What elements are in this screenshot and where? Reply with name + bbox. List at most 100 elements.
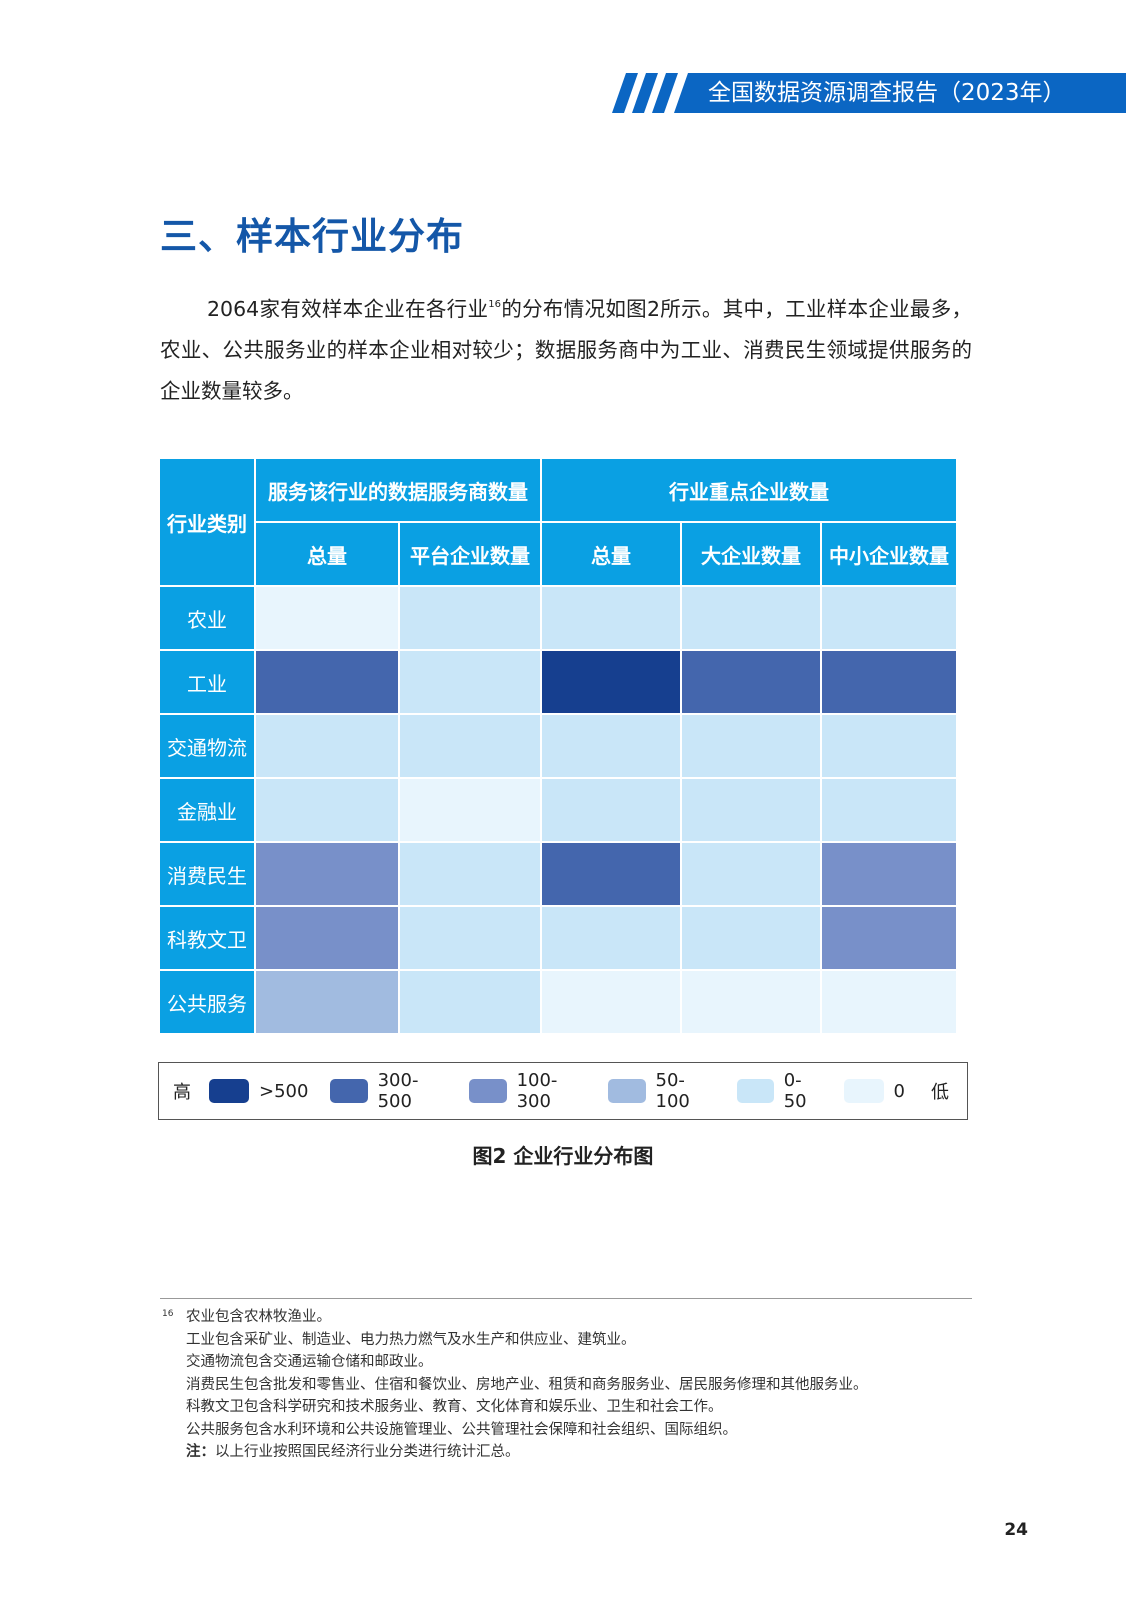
heatmap-cell-key-total <box>540 969 682 1035</box>
legend-label: 100-300 <box>516 1070 558 1112</box>
heatmap-body: 农业 工业 交通物流 金融业 消费民生 科教文卫 公共服务 <box>158 585 958 1035</box>
heatmap-cell-key-total <box>540 649 682 715</box>
table-row: 消费民生 <box>158 841 958 907</box>
banner-bar <box>674 73 1126 113</box>
legend-swatch <box>608 1079 646 1103</box>
heatmap-cell-platform-count <box>398 969 542 1035</box>
col-header-large-enterprise: 大企业数量 <box>680 521 822 587</box>
industry-heatmap-table: 行业类别 服务该行业的数据服务商数量 行业重点企业数量 总量 平台企业数量 总量… <box>158 457 958 1035</box>
heatmap-cell-provider-total <box>254 777 400 843</box>
heatmap-cell-sme <box>820 713 958 779</box>
footnotes: 16 农业包含农林牧渔业。工业包含采矿业、制造业、电力热力燃气及水生产和供应业、… <box>160 1306 972 1464</box>
heatmap-cell-platform-count <box>398 649 542 715</box>
footnote-number: 16 <box>162 1309 174 1319</box>
table-row: 科教文卫 <box>158 905 958 971</box>
row-header: 交通物流 <box>158 713 256 779</box>
footnote-line: 工业包含采矿业、制造业、电力热力燃气及水生产和供应业、建筑业。 <box>186 1331 636 1348</box>
legend-item: 0 <box>843 1079 905 1103</box>
footnote-line: 公共服务包含水利环境和公共设施管理业、公共管理社会保障和社会组织、国际组织。 <box>186 1421 737 1438</box>
footnote-divider <box>160 1298 972 1299</box>
heatmap-cell-platform-count <box>398 905 542 971</box>
legend-swatch <box>843 1079 884 1103</box>
footnote-line: 消费民生包含批发和零售业、住宿和餐饮业、房地产业、租赁和商务服务业、居民服务修理… <box>186 1376 868 1393</box>
body-text-part-1: 2064家有效样本企业在各行业 <box>207 297 489 321</box>
page-number: 24 <box>1004 1520 1028 1540</box>
report-title: 全国数据资源调查报告（2023年） <box>708 80 1066 106</box>
row-header: 工业 <box>158 649 256 715</box>
heatmap-cell-sme <box>820 649 958 715</box>
table-row: 公共服务 <box>158 969 958 1035</box>
heatmap-cell-large-enterprise <box>680 649 822 715</box>
row-header: 公共服务 <box>158 969 256 1035</box>
heatmap-cell-large-enterprise <box>680 841 822 907</box>
footnote-note-text: 以上行业按照国民经济行业分类进行统计汇总。 <box>215 1444 520 1460</box>
heatmap-legend: 高 >500 300-500 100-300 50-100 0-50 0 低 <box>158 1062 968 1120</box>
heatmap-cell-platform-count <box>398 777 542 843</box>
legend-item: >500 <box>209 1079 308 1103</box>
table-row: 交通物流 <box>158 713 958 779</box>
legend-label: 50-100 <box>655 1070 690 1112</box>
heatmap-cell-sme <box>820 841 958 907</box>
banner-stripes-graphic <box>612 73 1126 113</box>
col-header-key-total: 总量 <box>540 521 682 587</box>
footnote-line: 交通物流包含交通运输仓储和邮政业。 <box>186 1354 433 1370</box>
legend-items: >500 300-500 100-300 50-100 0-50 0 <box>209 1070 927 1112</box>
heatmap-cell-sme <box>820 585 958 651</box>
group-header-service-providers: 服务该行业的数据服务商数量 <box>254 457 542 523</box>
footnote-lines: 农业包含农林牧渔业。工业包含采矿业、制造业、电力热力燃气及水生产和供应业、建筑业… <box>160 1306 972 1464</box>
legend-swatch <box>209 1079 249 1103</box>
heatmap-cell-large-enterprise <box>680 713 822 779</box>
legend-item: 50-100 <box>608 1070 714 1112</box>
heatmap-cell-large-enterprise <box>680 585 822 651</box>
body-text-part-2: 的分布情况如图2所示。其中，工业样本企业最多，农业、公共服务业的样本企业相对较少… <box>160 297 973 403</box>
heatmap-cell-key-total <box>540 777 682 843</box>
legend-high-label: 高 <box>173 1082 191 1103</box>
footnote-line: 科教文卫包含科学研究和技术服务业、教育、文化体育和娱乐业、卫生和社会工作。 <box>186 1399 723 1415</box>
body-paragraph: 2064家有效样本企业在各行业16的分布情况如图2所示。其中，工业样本企业最多，… <box>160 289 972 412</box>
row-header: 科教文卫 <box>158 905 256 971</box>
legend-item: 100-300 <box>469 1070 586 1112</box>
col-header-provider-total: 总量 <box>254 521 400 587</box>
legend-low-label: 低 <box>931 1082 949 1103</box>
legend-item: 0-50 <box>736 1070 822 1112</box>
corner-header: 行业类别 <box>158 457 256 587</box>
heatmap-cell-platform-count <box>398 585 542 651</box>
header-banner: 全国数据资源调查报告（2023年） <box>612 73 1126 113</box>
legend-swatch <box>469 1079 507 1103</box>
legend-swatch <box>736 1079 774 1103</box>
row-header: 消费民生 <box>158 841 256 907</box>
col-header-sme: 中小企业数量 <box>820 521 958 587</box>
footnote-line: 农业包含农林牧渔业。 <box>186 1309 331 1325</box>
heatmap-cell-provider-total <box>254 905 400 971</box>
heatmap-cell-sme <box>820 905 958 971</box>
heatmap-cell-provider-total <box>254 585 400 651</box>
footnote-ref[interactable]: 16 <box>488 299 502 310</box>
section-title: 三、样本行业分布 <box>160 215 464 258</box>
banner-stripe-2 <box>632 73 658 113</box>
heatmap-cell-key-total <box>540 905 682 971</box>
heatmap-cell-sme <box>820 777 958 843</box>
col-header-platform-count: 平台企业数量 <box>398 521 542 587</box>
banner-stripe-1 <box>612 73 638 113</box>
legend-label: >500 <box>259 1080 309 1102</box>
legend-label: 300-500 <box>377 1070 419 1112</box>
legend-item: 300-500 <box>330 1070 447 1112</box>
heatmap-cell-key-total <box>540 585 682 651</box>
heatmap-cell-large-enterprise <box>680 777 822 843</box>
footnote-note-label: 注： <box>186 1444 215 1460</box>
heatmap-cell-provider-total <box>254 713 400 779</box>
heatmap-cell-sme <box>820 969 958 1035</box>
table-row: 农业 <box>158 585 958 651</box>
heatmap-cell-large-enterprise <box>680 905 822 971</box>
footnote-note: 注：以上行业按照国民经济行业分类进行统计汇总。 <box>186 1441 972 1464</box>
heatmap-cell-large-enterprise <box>680 969 822 1035</box>
heatmap-cell-provider-total <box>254 649 400 715</box>
heatmap-cell-key-total <box>540 841 682 907</box>
banner-stripe-3 <box>652 73 678 113</box>
legend-label: 0 <box>893 1080 905 1102</box>
group-header-key-enterprises: 行业重点企业数量 <box>540 457 958 523</box>
legend-swatch <box>330 1079 368 1103</box>
heatmap-cell-key-total <box>540 713 682 779</box>
heatmap-cell-platform-count <box>398 841 542 907</box>
heatmap-cell-provider-total <box>254 969 400 1035</box>
